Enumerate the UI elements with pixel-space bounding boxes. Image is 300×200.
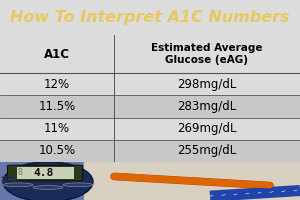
FancyBboxPatch shape <box>16 167 74 179</box>
Text: How To Interpret A1C Numbers: How To Interpret A1C Numbers <box>10 10 290 25</box>
FancyBboxPatch shape <box>0 140 114 162</box>
FancyBboxPatch shape <box>8 165 82 181</box>
Text: 298mg/dL: 298mg/dL <box>177 78 237 91</box>
FancyBboxPatch shape <box>84 154 300 200</box>
Circle shape <box>2 180 16 182</box>
FancyBboxPatch shape <box>0 118 114 140</box>
FancyBboxPatch shape <box>114 118 300 140</box>
Ellipse shape <box>3 162 93 200</box>
Text: 10.5%: 10.5% <box>38 144 76 157</box>
Text: 283mg/dL: 283mg/dL <box>177 100 237 113</box>
Text: 8: 8 <box>18 168 23 177</box>
FancyBboxPatch shape <box>114 35 300 73</box>
Circle shape <box>63 183 93 187</box>
FancyBboxPatch shape <box>0 95 114 118</box>
Text: 11%: 11% <box>44 122 70 135</box>
Text: Estimated Average
Glucose (eAG): Estimated Average Glucose (eAG) <box>151 43 263 65</box>
Text: 255mg/dL: 255mg/dL <box>177 144 237 157</box>
Text: A1C: A1C <box>44 48 70 61</box>
FancyBboxPatch shape <box>0 154 96 200</box>
Circle shape <box>2 176 16 178</box>
Text: 12%: 12% <box>44 78 70 91</box>
Text: 269mg/dL: 269mg/dL <box>177 122 237 135</box>
Text: 4.8: 4.8 <box>33 168 54 178</box>
Circle shape <box>33 186 63 189</box>
FancyBboxPatch shape <box>114 73 300 95</box>
Text: 11.5%: 11.5% <box>38 100 76 113</box>
FancyBboxPatch shape <box>114 95 300 118</box>
FancyBboxPatch shape <box>114 140 300 162</box>
FancyBboxPatch shape <box>0 73 114 95</box>
Circle shape <box>3 183 33 187</box>
FancyBboxPatch shape <box>0 35 114 73</box>
